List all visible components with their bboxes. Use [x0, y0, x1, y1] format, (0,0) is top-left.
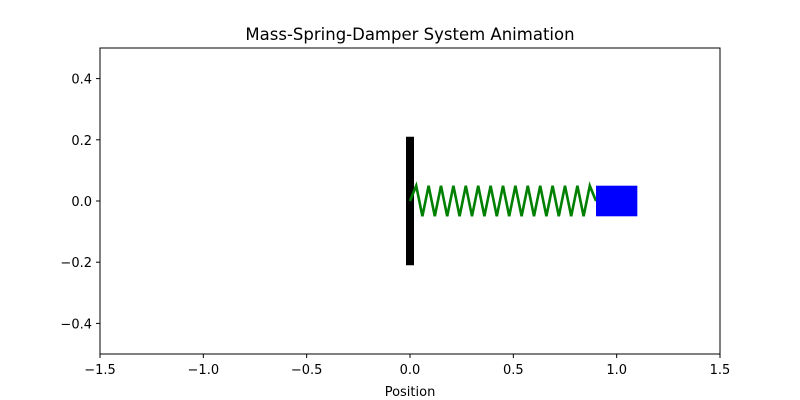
y-tick-label: −0.4	[60, 317, 92, 332]
x-tick-label: −1.5	[84, 363, 116, 378]
spring-line	[408, 181, 598, 217]
plot-content	[406, 136, 638, 266]
x-tick-label: 1.0	[606, 363, 627, 378]
mass-block	[596, 185, 638, 217]
chart-title: Mass-Spring-Damper System Animation	[245, 25, 574, 44]
y-tick-label: 0.4	[71, 73, 92, 88]
y-tick-label: 0.2	[71, 134, 92, 149]
axes-frame	[99, 47, 721, 355]
x-tick-label: −1.0	[188, 363, 220, 378]
x-tick-label: 0.0	[400, 363, 421, 378]
y-tick-label: 0.0	[71, 195, 92, 210]
x-tick-label: 0.5	[503, 363, 524, 378]
x-tick-label: −0.5	[291, 363, 323, 378]
x-axis-label: Position	[385, 385, 436, 400]
axis-ticks: −1.5 −1.0 −0.5 0.0 0.5 1.0 1.5 −0.4 −0.2 0.0 0.2 0.…	[60, 73, 730, 378]
x-tick-label: 1.5	[710, 363, 731, 378]
y-tick-label: −0.2	[60, 256, 92, 271]
